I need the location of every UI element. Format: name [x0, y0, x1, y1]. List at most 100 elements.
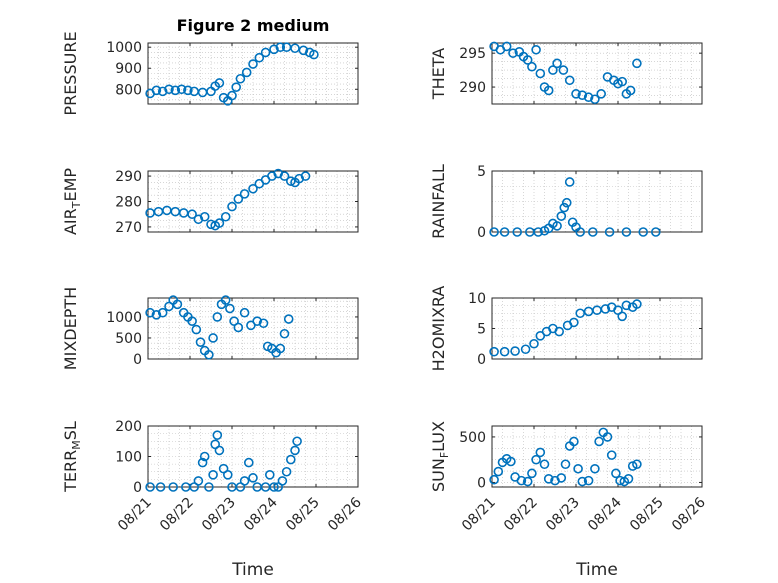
- data-point: [168, 482, 178, 492]
- y-tick-label: 100: [115, 450, 142, 466]
- data-point: [254, 52, 265, 63]
- y-tick-label: 10: [468, 291, 486, 307]
- data-point: [625, 85, 636, 96]
- data-point: [556, 211, 567, 221]
- data-point: [535, 447, 546, 458]
- data-point: [590, 94, 600, 105]
- data-point: [522, 476, 533, 487]
- data-point: [279, 328, 290, 339]
- data-point: [227, 90, 237, 101]
- y-tick-label: 1000: [106, 40, 142, 56]
- data-point: [516, 475, 527, 486]
- data-point: [522, 55, 533, 65]
- axes-box: [491, 42, 703, 105]
- data-point: [604, 227, 615, 237]
- data-point: [233, 322, 244, 333]
- data-point: [225, 303, 235, 314]
- data-point: [233, 194, 244, 204]
- data-point: [178, 208, 189, 218]
- data-point: [214, 78, 225, 88]
- chart-title: Figure 2 medium: [177, 16, 330, 35]
- data-point: [193, 476, 204, 486]
- data-point: [559, 202, 570, 213]
- data-point: [279, 171, 290, 181]
- data-point: [493, 466, 504, 477]
- x-tick-label: 08/24: [241, 494, 281, 534]
- data-point: [208, 469, 218, 480]
- data-point: [239, 307, 250, 318]
- data-point: [176, 84, 187, 95]
- data-point: [533, 227, 544, 237]
- y-tick-label: 500: [459, 430, 486, 446]
- data-point: [223, 469, 233, 480]
- data-point: [212, 430, 223, 440]
- data-point: [191, 324, 202, 335]
- x-tick-label: 08/21: [115, 495, 155, 535]
- data-point: [227, 201, 237, 212]
- data-point: [309, 49, 319, 60]
- data-point: [632, 58, 642, 69]
- data-point: [235, 73, 246, 84]
- data-point: [617, 311, 628, 322]
- y-axis-label: PRESSURE: [61, 31, 80, 115]
- data-point: [292, 436, 302, 447]
- y-axis-label: MIXDEPTH: [61, 287, 80, 370]
- data-point: [197, 457, 208, 468]
- data-point: [170, 85, 181, 96]
- axes-box: [491, 425, 703, 488]
- data-point: [535, 331, 546, 341]
- data-point: [187, 209, 197, 220]
- y-axis-label: TERRMSL: [61, 421, 83, 493]
- data-point: [531, 454, 541, 465]
- data-point: [258, 318, 269, 329]
- data-point: [623, 474, 634, 484]
- data-point: [212, 312, 223, 322]
- data-point: [577, 476, 588, 487]
- data-point: [508, 48, 518, 58]
- data-point: [548, 65, 558, 75]
- data-point: [157, 86, 168, 97]
- data-point: [556, 473, 567, 483]
- data-point: [543, 474, 554, 484]
- data-point: [506, 456, 516, 467]
- data-point: [281, 466, 292, 477]
- data-point: [554, 326, 565, 337]
- data-point: [187, 316, 197, 326]
- data-point: [199, 451, 210, 462]
- x-tick-label: 08/24: [585, 494, 625, 534]
- x-tick-label: 08/22: [501, 495, 541, 535]
- data-point: [569, 436, 579, 447]
- y-tick-label: 280: [115, 195, 142, 211]
- data-point: [650, 227, 661, 237]
- data-point: [195, 337, 206, 347]
- data-point: [529, 338, 539, 349]
- data-point: [621, 227, 632, 237]
- data-point: [155, 482, 166, 492]
- data-point: [275, 42, 286, 53]
- data-point: [489, 227, 499, 237]
- y-tick-label: 270: [115, 220, 142, 236]
- data-point: [269, 44, 279, 55]
- data-point: [145, 307, 155, 318]
- data-point: [602, 432, 613, 442]
- data-point: [285, 454, 296, 465]
- data-point: [283, 314, 294, 324]
- data-point: [214, 445, 225, 456]
- data-point: [621, 300, 632, 311]
- x-tick-label: 08/25: [283, 495, 323, 535]
- data-point: [510, 346, 520, 356]
- data-point: [489, 346, 499, 357]
- data-point: [239, 189, 250, 199]
- data-point: [552, 58, 562, 69]
- data-point: [539, 459, 550, 470]
- data-point: [199, 211, 210, 222]
- data-point: [248, 59, 258, 69]
- data-point: [197, 87, 208, 98]
- subplot-pressure: 800 900 1000 PRESSURE Figure 2 medium: [61, 16, 359, 116]
- data-point: [231, 82, 241, 92]
- subplot-terr-msl: 08/21 08/22 08/23 08/24 08/25 08/26 0 100 200 TER…: [61, 419, 365, 580]
- data-point: [527, 61, 537, 72]
- y-tick-label: 0: [477, 352, 486, 368]
- data-point: [204, 482, 214, 492]
- data-point: [151, 310, 162, 320]
